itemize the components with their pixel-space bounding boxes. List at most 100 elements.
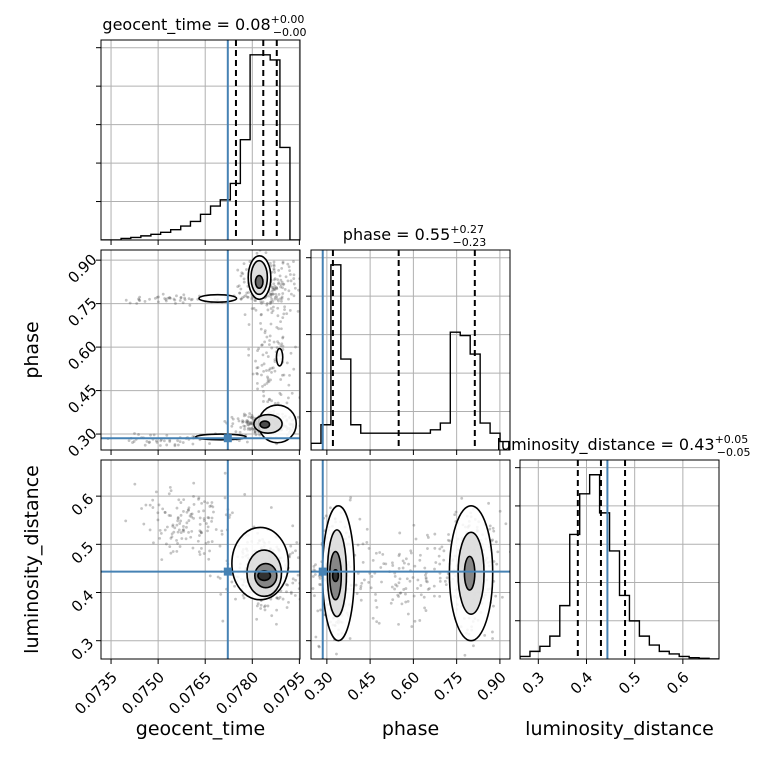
sample-point (426, 536, 430, 539)
sample-point (399, 591, 403, 595)
sample-point (433, 532, 437, 536)
sample-point (313, 594, 316, 598)
sample-point (260, 343, 264, 347)
sample-point (492, 604, 495, 608)
sample-point (419, 593, 423, 597)
sample-point (228, 513, 232, 517)
sample-point (155, 295, 159, 299)
sample-point (291, 524, 295, 528)
sample-point (156, 511, 160, 515)
sample-point (382, 562, 386, 566)
sample-point (202, 517, 206, 520)
sample-point (277, 269, 281, 272)
sample-point (311, 575, 315, 578)
sample-point (181, 441, 185, 444)
sample-point (218, 544, 222, 548)
sample-point (294, 578, 297, 582)
title-geocent_time: geocent_time = 0.08+0.00 −0.00 (102, 13, 306, 39)
sample-point (240, 271, 244, 275)
sample-point (170, 535, 174, 539)
x-tick-label-geocent_time: 0.0735 (71, 668, 121, 718)
sample-point (175, 523, 179, 527)
sample-point (265, 369, 268, 372)
sample-point (288, 373, 291, 377)
sample-point (273, 369, 277, 373)
sample-point (269, 307, 273, 310)
sample-point (168, 440, 172, 443)
sample-point (297, 587, 300, 591)
contour-level (198, 293, 238, 303)
sample-point (288, 309, 292, 312)
sample-point (491, 637, 494, 640)
sample-point (221, 619, 225, 623)
sample-point (247, 423, 251, 427)
sample-point (313, 573, 317, 576)
sample-point (433, 546, 437, 550)
sample-point (279, 283, 283, 286)
sample-point (210, 501, 214, 504)
sample-point (200, 531, 203, 535)
sample-point (296, 415, 300, 419)
sample-point (281, 335, 285, 339)
sample-point (273, 295, 277, 299)
sample-point (243, 313, 247, 317)
sample-point (198, 534, 201, 537)
sample-point (410, 625, 414, 628)
sample-point (230, 424, 234, 428)
sample-point (294, 345, 297, 349)
sample-point (273, 401, 277, 405)
sample-point (305, 541, 308, 544)
sample-point (172, 297, 176, 301)
y-axis-label-phase: phase (21, 321, 43, 378)
y-tick-label-luminosity_distance: 0.4 (68, 586, 98, 616)
sample-point (148, 297, 151, 301)
sample-point (253, 298, 257, 302)
sample-point (165, 443, 169, 447)
sample-point (401, 559, 405, 563)
sample-point (236, 285, 240, 289)
sample-point (184, 537, 188, 541)
sample-point (174, 302, 177, 305)
sample-point (279, 278, 283, 282)
sample-point (277, 597, 280, 601)
sample-point (167, 492, 171, 496)
sample-point (438, 562, 442, 566)
sample-point (171, 523, 175, 527)
sample-point (163, 528, 167, 532)
sample-point (244, 420, 248, 424)
sample-point (424, 576, 428, 580)
sample-point (242, 424, 246, 428)
sample-point (290, 292, 293, 296)
sample-point (182, 498, 186, 502)
sample-point (247, 291, 250, 294)
sample-point (495, 562, 499, 566)
sample-point (290, 391, 294, 395)
title-luminosity_distance: luminosity_distance = 0.43+0.05 −0.05 (496, 433, 750, 459)
sample-point (279, 378, 283, 381)
sample-point (182, 528, 185, 531)
sample-point (394, 583, 397, 587)
x-tick-label-luminosity_distance: 0.3 (519, 668, 549, 698)
sample-point (268, 261, 272, 265)
y-tick-label-phase: 0.45 (64, 381, 100, 417)
sample-point (354, 583, 358, 587)
sample-point (275, 325, 279, 329)
sample-point (266, 377, 270, 381)
sample-point (245, 268, 248, 271)
sample-point (359, 598, 363, 602)
sample-point (169, 489, 173, 493)
sample-point (248, 422, 252, 426)
sample-point (314, 635, 318, 639)
sample-point (262, 362, 266, 366)
sample-point (271, 292, 275, 296)
sample-point (197, 510, 201, 513)
sample-point (156, 518, 160, 522)
sample-point (176, 443, 180, 447)
sample-point (233, 584, 236, 588)
y-tick-label-phase: 0.60 (64, 337, 100, 373)
sample-point (148, 503, 152, 507)
sample-point (163, 510, 167, 514)
sample-point (180, 537, 184, 540)
sample-point (432, 584, 436, 588)
sample-point (300, 576, 303, 579)
